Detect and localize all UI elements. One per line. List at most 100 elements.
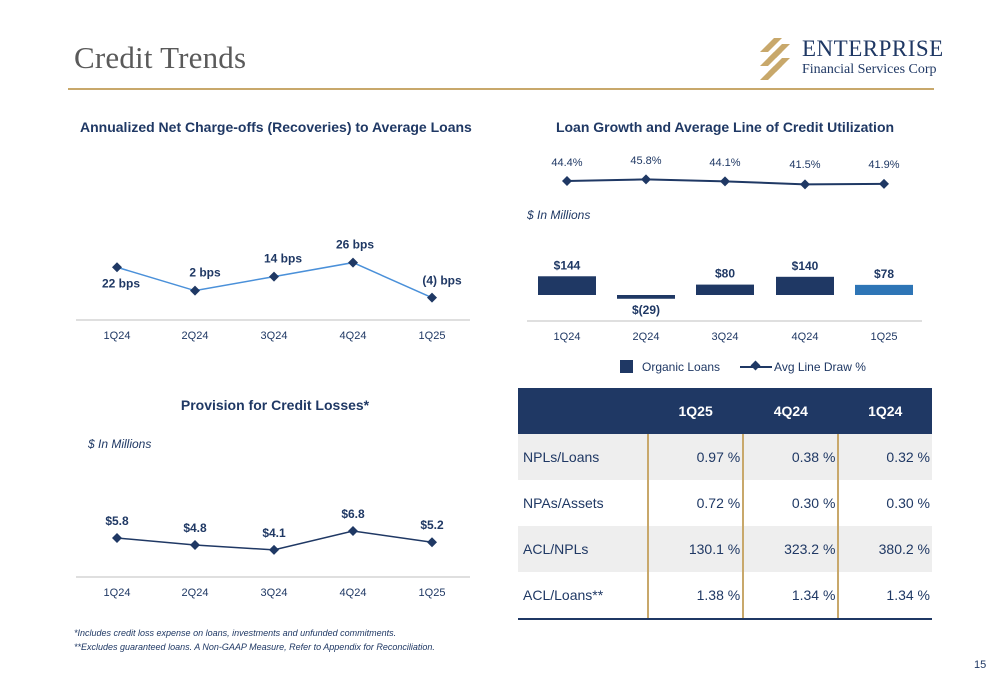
nco-tick-label: 1Q24 [104, 330, 131, 342]
prov-tick-label: 4Q24 [340, 587, 367, 599]
legend-line-label: Avg Line Draw % [774, 360, 866, 374]
prov-data-point [112, 533, 122, 543]
prov-data-label: $4.8 [183, 521, 207, 535]
nco-chart-title: Annualized Net Charge-offs (Recoveries) … [80, 119, 472, 135]
loan-bar-label: $80 [715, 267, 735, 281]
table-row: NPLs/Loans 0.97 % 0.38 % 0.32 % [518, 434, 932, 480]
loan-tick-label: 1Q25 [871, 331, 898, 343]
table-cell: 0.38 % [742, 434, 839, 480]
loan-chart-title: Loan Growth and Average Line of Credit U… [555, 119, 895, 135]
line-draw-point [562, 176, 572, 186]
table-cell: 0.97 % [646, 434, 744, 480]
line-draw-point [800, 179, 810, 190]
nco-tick-label: 1Q25 [419, 330, 446, 342]
row-label: NPAs/Assets [523, 495, 604, 511]
footnote-2: **Excludes guaranteed loans. A Non-GAAP … [74, 642, 435, 652]
nco-data-point [348, 257, 358, 268]
table-cell: 0.72 % [646, 480, 744, 526]
logo-mark-icon [760, 38, 790, 80]
nco-data-label: 14 bps [264, 252, 302, 266]
loan-bar [617, 295, 675, 299]
loan-tick-label: 3Q24 [712, 331, 739, 343]
prov-chart-title: Provision for Credit Losses* [180, 397, 370, 413]
nco-data-label: 2 bps [189, 266, 221, 280]
table-row: ACL/Loans** 1.38 % 1.34 % 1.34 % [518, 572, 932, 620]
row-label: NPLs/Loans [518, 434, 648, 480]
prov-data-label: $5.2 [420, 518, 444, 532]
nco-data-point [112, 262, 122, 273]
nco-data-label: 22 bps [102, 276, 140, 290]
page-title: Credit Trends [74, 40, 247, 75]
table-cell: 0.30 % [742, 480, 839, 526]
line-draw-label: 45.8% [630, 155, 661, 167]
loan-bar-label: $140 [792, 259, 819, 273]
nco-tick-label: 3Q24 [261, 330, 288, 342]
credit-metrics-table: 1Q25 4Q24 1Q24 NPLs/Loans 0.97 % 0.38 % … [518, 388, 932, 620]
loan-tick-label: 2Q24 [633, 331, 660, 343]
row-label: ACL/NPLs [518, 526, 648, 572]
prov-data-point [427, 537, 437, 548]
table-header-row: 1Q25 4Q24 1Q24 [518, 388, 932, 434]
nco-data-point [190, 285, 200, 296]
prov-data-point [348, 526, 358, 536]
table-cell: 1.38 % [646, 572, 744, 620]
table-header-col: 1Q24 [838, 388, 932, 434]
loan-bar-label: $(29) [632, 303, 660, 317]
prov-units-label: $ In Millions [88, 437, 152, 451]
loan-chart-legend: Organic Loans Avg Line Draw % [620, 360, 866, 374]
line-draw-point [879, 178, 889, 189]
company-logo: ENTERPRISE Financial Services Corp [760, 36, 943, 84]
loan-bar [696, 284, 754, 295]
loan-units-label: $ In Millions [527, 208, 591, 222]
prov-data-point [269, 544, 279, 555]
table-cell: 1.34 % [742, 572, 839, 620]
table-row: NPAs/Assets 0.72 % 0.30 % 0.30 % [518, 480, 932, 526]
footnote-1: *Includes credit loss expense on loans, … [74, 628, 397, 638]
prov-tick-label: 1Q24 [104, 587, 131, 599]
prov-data-label: $6.8 [341, 507, 365, 521]
table-cell: 0.30 % [837, 480, 932, 526]
table-header-col: 1Q25 [648, 388, 744, 434]
loan-bar-label: $78 [874, 267, 894, 281]
page-number: 15 [974, 659, 987, 671]
legend-bar-swatch [620, 360, 633, 373]
nco-data-point [427, 292, 437, 303]
nco-data-label: (4) bps [422, 274, 462, 288]
table-cell: 130.1 % [646, 526, 744, 572]
line-draw-label: 41.5% [789, 159, 820, 171]
table-header-blank [518, 388, 648, 434]
table-cell: 1.34 % [837, 572, 932, 620]
loan-bar [776, 276, 834, 295]
table-header-col: 4Q24 [743, 388, 839, 434]
loan-tick-label: 4Q24 [792, 331, 819, 343]
nco-tick-label: 2Q24 [182, 330, 209, 342]
table-cell: 380.2 % [837, 526, 932, 572]
line-draw-label: 44.4% [551, 157, 582, 169]
prov-data-point [190, 540, 200, 550]
legend-bars-label: Organic Loans [642, 360, 721, 374]
prov-tick-label: 1Q25 [419, 587, 446, 599]
nco-data-label: 26 bps [336, 238, 374, 252]
legend-line-diamond-icon [740, 360, 773, 373]
prov-tick-label: 2Q24 [182, 587, 209, 599]
loan-bar [855, 284, 913, 295]
table-cell: 323.2 % [742, 526, 839, 572]
row-label: ACL/Loans** [518, 572, 648, 620]
title-divider [68, 88, 934, 90]
logo-name: ENTERPRISE [802, 36, 944, 61]
prov-tick-label: 3Q24 [261, 587, 288, 599]
prov-data-label: $4.1 [262, 526, 286, 540]
line-draw-label: 44.1% [709, 157, 740, 169]
line-draw-label: 41.9% [868, 159, 899, 171]
nco-tick-label: 4Q24 [340, 330, 367, 342]
line-draw-point [720, 176, 730, 187]
table-row: ACL/NPLs 130.1 % 323.2 % 380.2 % [518, 526, 932, 572]
line-draw-point [641, 174, 651, 185]
loan-tick-label: 1Q24 [554, 331, 581, 343]
prov-data-label: $5.8 [105, 514, 129, 528]
nco-data-point [269, 271, 279, 282]
table-cell: 0.32 % [837, 434, 932, 480]
